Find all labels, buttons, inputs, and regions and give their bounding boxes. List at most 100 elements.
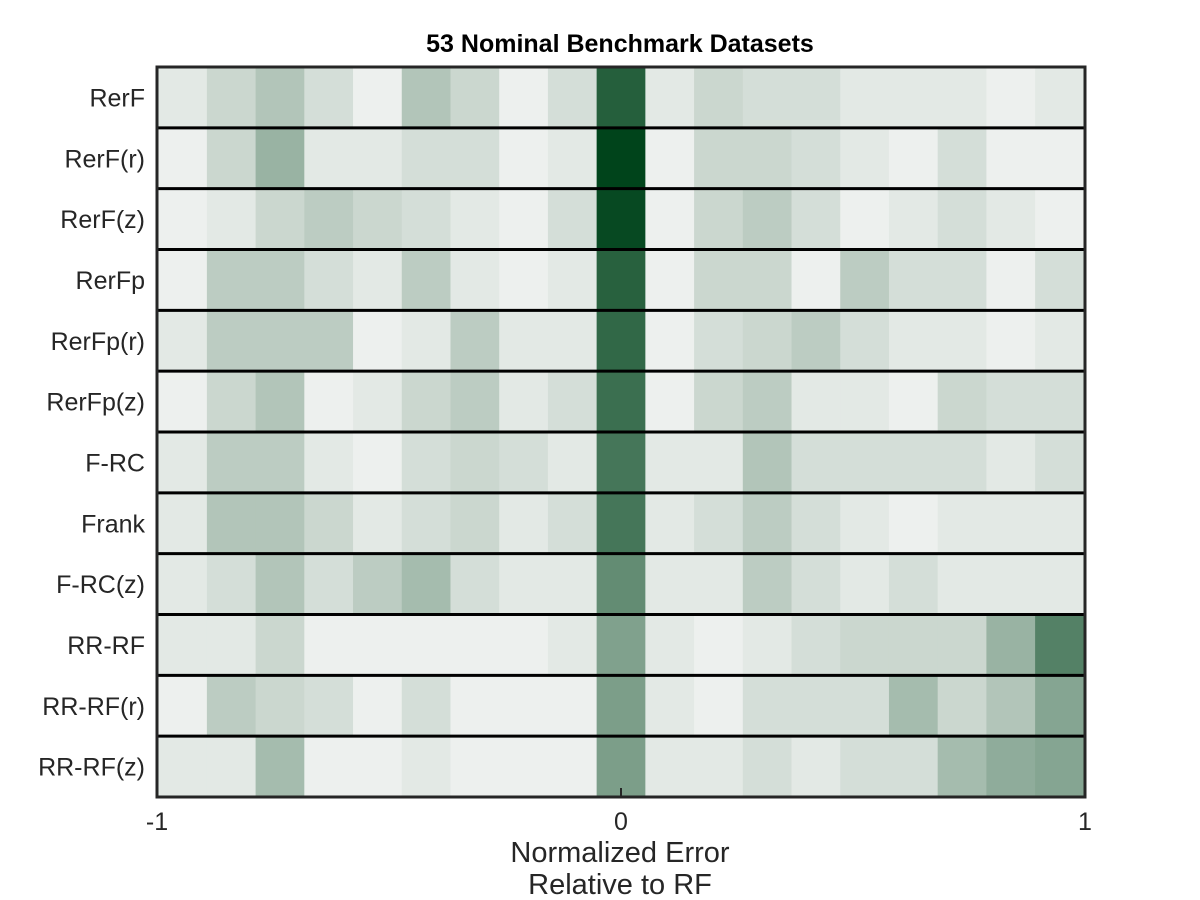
row-label: RerFp(z) [46,389,145,417]
heatmap-cell [694,432,744,494]
heatmap-cell [206,371,257,433]
heatmap-cell [547,67,598,129]
heatmap-cell [937,553,987,615]
heatmap-cell [742,675,793,737]
heatmap-cell [645,492,695,555]
heatmap-cell [255,614,305,676]
heatmap-cell [499,432,549,494]
heatmap-cell [450,188,500,250]
heatmap-cell [596,67,646,129]
heatmap-cell [791,249,841,311]
heatmap-cell [255,553,305,615]
x-tick-label: 0 [614,808,628,836]
heatmap-cell [645,432,695,494]
heatmap-cell [791,67,841,129]
heatmap-cell [937,614,987,676]
heatmap-cell [742,310,793,372]
heatmap-cell [304,736,354,798]
heatmap-cell [888,127,939,190]
heatmap-cell [206,310,257,372]
x-axis-label-line-1: Normalized Error [510,837,729,869]
heatmap-cell [206,127,257,190]
heatmap-cell [547,736,598,798]
heatmap-cell [791,432,841,494]
heatmap-cell [986,553,1036,615]
row-label: RerFp(r) [51,328,145,356]
heatmap-cell [742,249,793,311]
row-label: Frank [81,510,145,538]
heatmap-cell [645,553,695,615]
heatmap-cell [1035,188,1085,250]
x-tick-label: 1 [1078,808,1092,836]
heatmap-cell [937,492,987,555]
row-label: RR-RF(z) [38,754,145,782]
heatmap-cell [742,127,793,190]
heatmap-cell [255,188,305,250]
heatmap-cell [742,371,793,433]
heatmap-cell [791,675,841,737]
heatmap-cell [158,614,208,676]
heatmap-cell [937,675,987,737]
heatmap-cell [401,553,451,615]
heatmap-cell [937,371,987,433]
heatmap-cell [791,371,841,433]
heatmap-cell [547,249,598,311]
heatmap-cell [742,432,793,494]
x-axis-label-line-2: Relative to RF [528,869,712,900]
heatmap-cell [937,432,987,494]
heatmap-cell [304,249,354,311]
heatmap-cell [304,432,354,494]
heatmap-cell [596,675,646,737]
heatmap-cell [840,188,890,250]
heatmap-cell [888,67,939,129]
heatmap-cell [450,127,500,190]
heatmap-cell [694,310,744,372]
heatmap-cell [645,310,695,372]
heatmap-cell [791,736,841,798]
heatmap-cell [450,432,500,494]
heatmap-cell [353,675,403,737]
heatmap-cell [645,188,695,250]
heatmap-cell [791,492,841,555]
heatmap-cell [499,249,549,311]
heatmap-cell [1035,614,1085,676]
heatmap-cell [158,188,208,250]
heatmap-cell [840,67,890,129]
heatmap-cell [937,736,987,798]
heatmap-cell [304,127,354,190]
heatmap-cell [547,614,598,676]
heatmap-cell [255,310,305,372]
heatmap-cell [888,614,939,676]
heatmap-cell [401,188,451,250]
heatmap-cell [304,675,354,737]
heatmap-cell [645,371,695,433]
heatmap-cell [401,127,451,190]
heatmap-cell [255,249,305,311]
heatmap-cell [158,492,208,555]
heatmap-cell [158,553,208,615]
heatmap-cell [401,492,451,555]
heatmap-cell [158,249,208,311]
heatmap-cell [401,371,451,433]
heatmap-cell [304,188,354,250]
heatmap-cell [1035,371,1085,433]
heatmap-cell [694,371,744,433]
heatmap-cell [206,675,257,737]
heatmap-cell [353,188,403,250]
heatmap-cell [255,127,305,190]
heatmap-cell [158,371,208,433]
heatmap-cell [694,736,744,798]
heatmap-cell [986,67,1036,129]
heatmap-cell [742,736,793,798]
heatmap-cell [255,492,305,555]
heatmap-cell [596,492,646,555]
heatmap-cell [840,492,890,555]
heatmap-cell [742,553,793,615]
heatmap-cell [353,614,403,676]
row-label: F-RC [85,449,145,477]
heatmap-cell [206,553,257,615]
heatmap-cell [1035,67,1085,129]
heatmap-cell [206,249,257,311]
heatmap-cell [840,675,890,737]
heatmap-cell [206,432,257,494]
